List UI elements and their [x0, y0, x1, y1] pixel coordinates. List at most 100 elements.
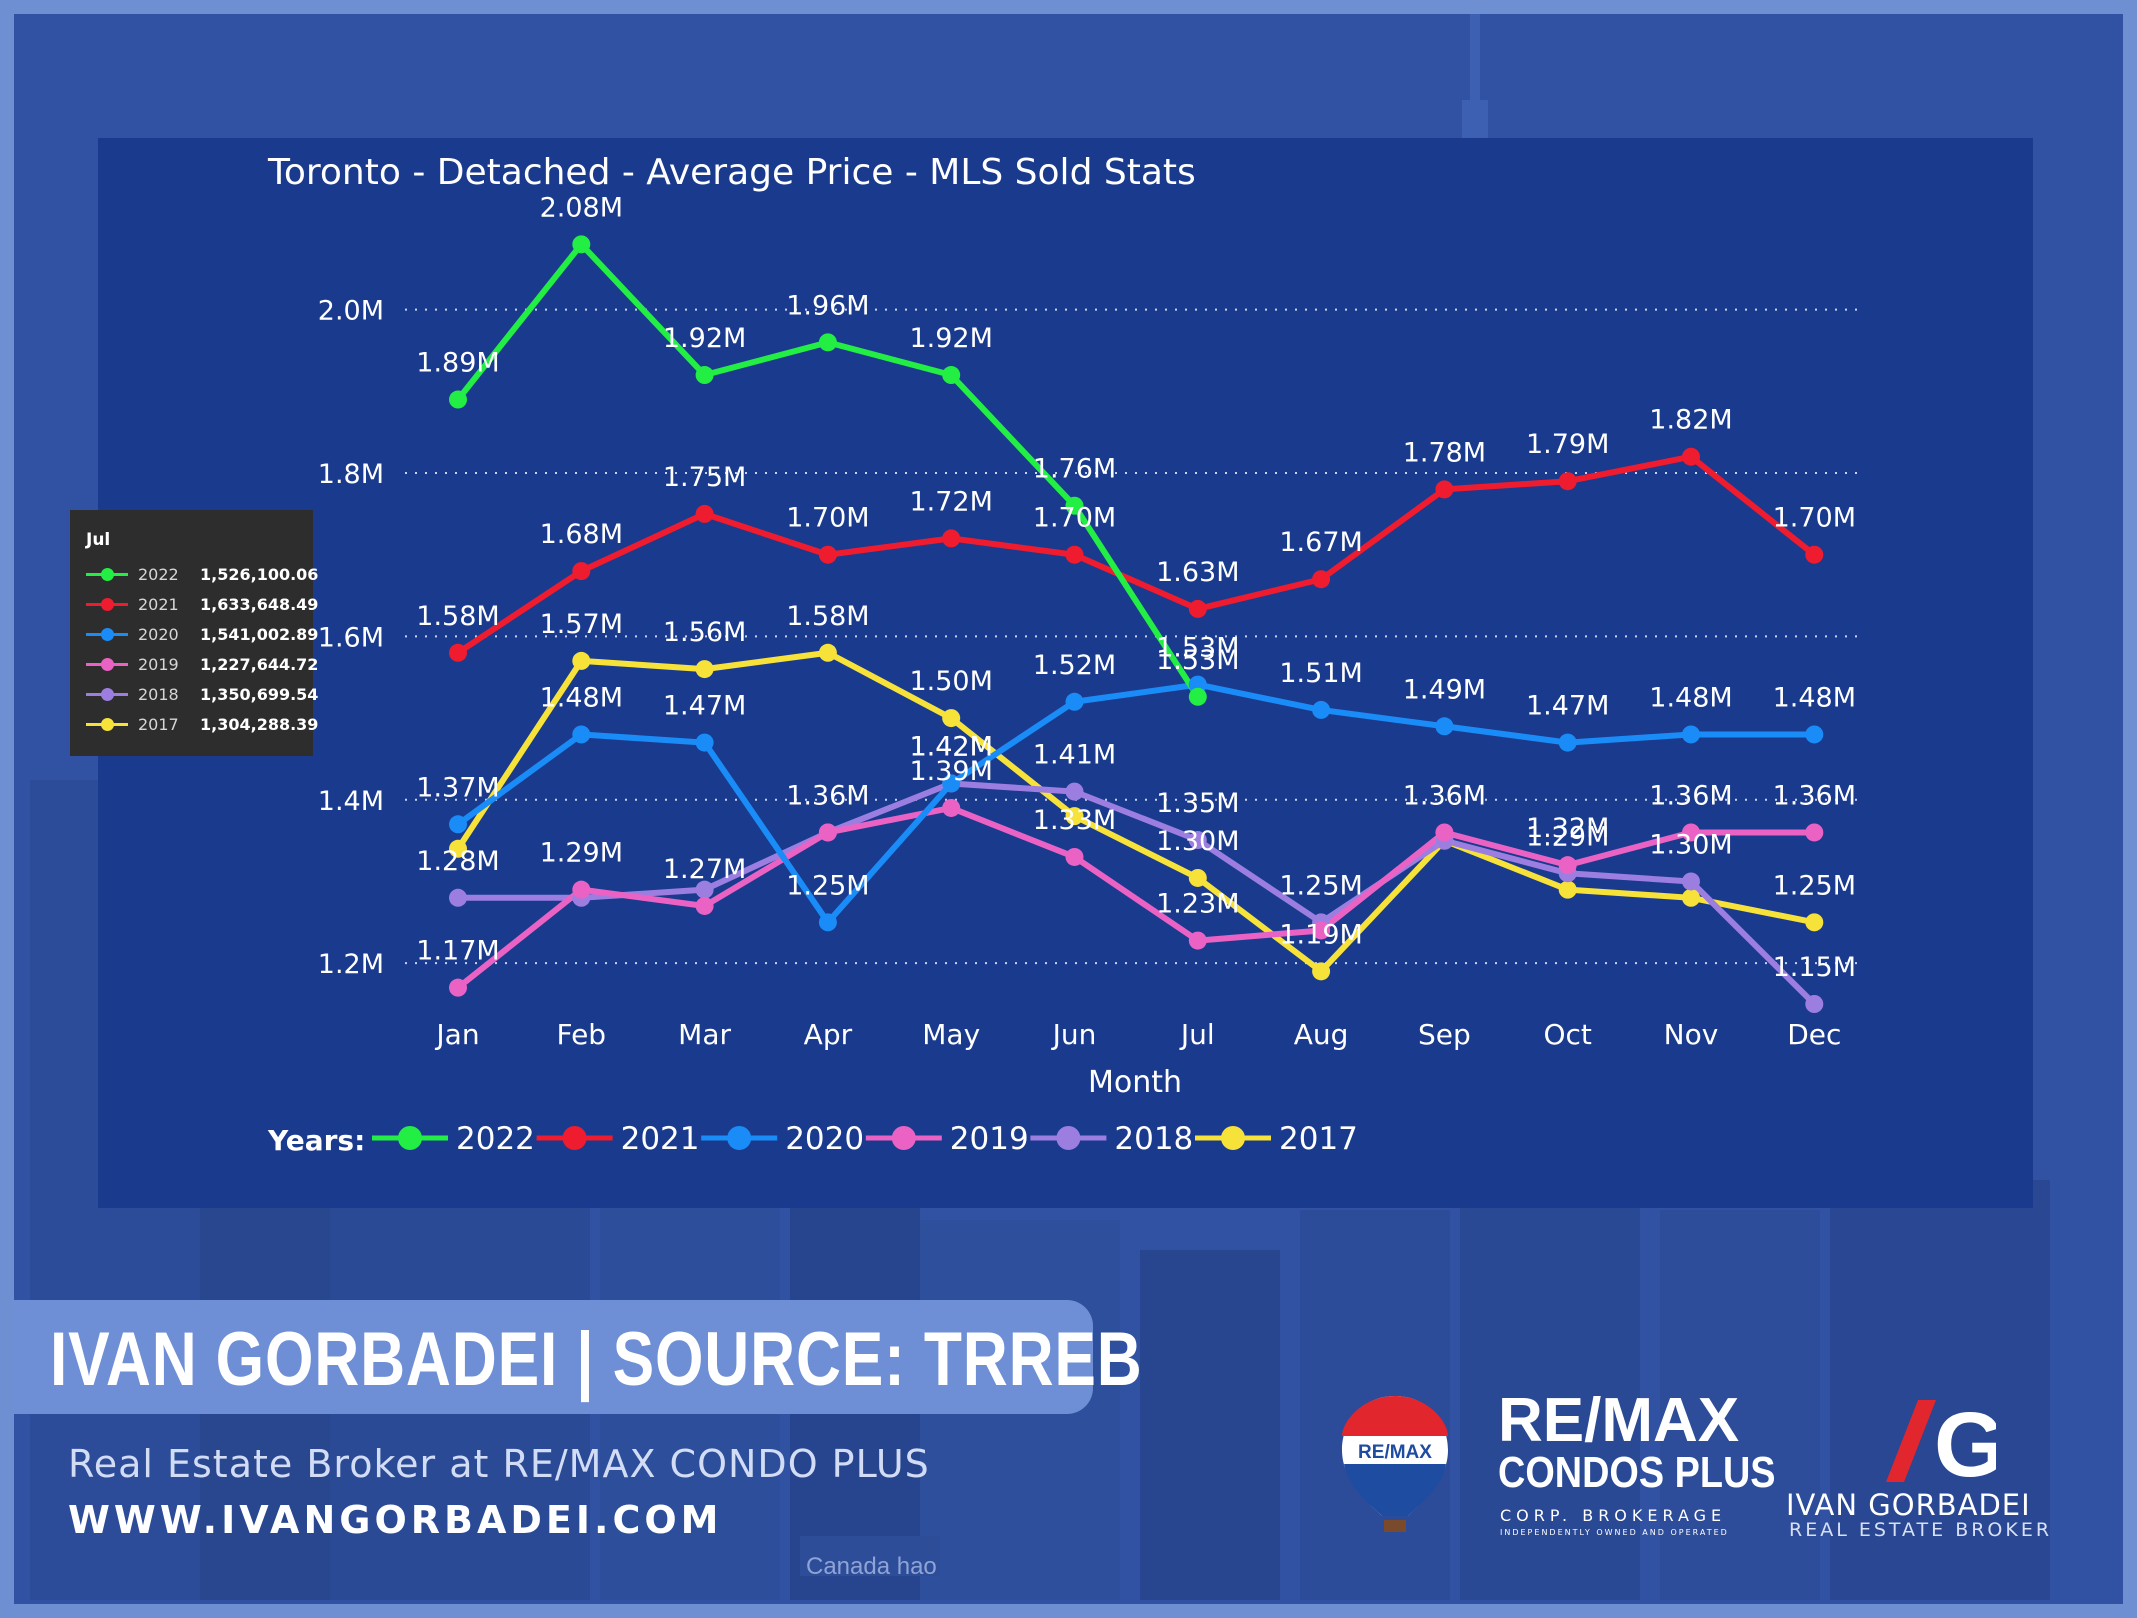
legend-label: 2018 [1114, 1121, 1193, 1157]
data-label-2021: 1.70M [1033, 503, 1116, 534]
series-line-2019 [456, 804, 1815, 991]
tooltip-row-2017: 2017 1,304,288.39 [86, 710, 318, 740]
data-point-2019[interactable] [1435, 823, 1454, 842]
data-point-2018[interactable] [1065, 782, 1084, 801]
legend-label: 2022 [456, 1121, 535, 1157]
data-label-2019: 1.36M [786, 780, 869, 811]
data-point-2017[interactable] [1805, 913, 1824, 932]
data-label-2020: 1.48M [540, 682, 623, 713]
data-point-2018[interactable] [695, 880, 714, 899]
legend-item-2022[interactable]: 2022 [372, 1121, 535, 1157]
data-point-2018[interactable] [1188, 831, 1207, 850]
remax-name: RE/MAX [1498, 1386, 1740, 1455]
data-point-2017[interactable] [1682, 888, 1700, 907]
data-point-2017[interactable] [695, 660, 714, 679]
data-label-2021: 1.68M [540, 519, 623, 550]
legend-label: 2019 [950, 1121, 1029, 1157]
data-point-2018[interactable] [1682, 872, 1700, 891]
data-point-2019[interactable] [1805, 823, 1824, 842]
data-label-2017: 1.19M [1279, 919, 1362, 950]
data-point-2022[interactable] [1065, 496, 1084, 515]
website-link[interactable]: WWW.IVANGORBADEI.COM [68, 1498, 723, 1542]
data-point-2020[interactable] [572, 725, 591, 744]
data-label-2021: 1.72M [909, 486, 992, 517]
data-point-2020[interactable] [1805, 725, 1824, 744]
data-point-2019[interactable] [1065, 847, 1084, 866]
data-point-2022[interactable] [695, 366, 714, 385]
tooltip-swatch [86, 628, 128, 642]
data-point-2021[interactable] [818, 545, 837, 564]
tooltip-year: 2018 [138, 685, 179, 704]
data-point-2021[interactable] [1188, 599, 1207, 618]
data-point-2019[interactable] [572, 880, 591, 899]
data-point-2019[interactable] [1188, 931, 1207, 950]
y-tick-label: 1.6M [318, 622, 384, 653]
data-point-2022[interactable] [818, 333, 837, 352]
data-point-2017[interactable] [942, 709, 961, 728]
series-line-2020 [456, 681, 1815, 926]
legend-item-2021[interactable]: 2021 [536, 1121, 700, 1157]
data-point-2017[interactable] [572, 651, 591, 670]
data-point-2019[interactable] [449, 978, 467, 997]
data-point-2021[interactable] [1558, 472, 1577, 491]
data-point-2021[interactable] [1682, 447, 1700, 466]
tooltip-year: 2020 [138, 625, 179, 644]
y-tick-label: 1.8M [318, 459, 384, 490]
data-point-2022[interactable] [1188, 687, 1207, 706]
data-point-2017[interactable] [1188, 868, 1207, 887]
data-point-2021[interactable] [1312, 570, 1331, 589]
data-point-2019[interactable] [818, 823, 837, 842]
tooltip-year: 2019 [138, 655, 179, 674]
legend-swatch-dot [1221, 1126, 1245, 1150]
data-point-2021[interactable] [449, 643, 467, 662]
data-point-2019[interactable] [695, 896, 714, 915]
legend-swatch-dot [1056, 1126, 1081, 1150]
data-label-2020: 1.47M [1526, 691, 1609, 722]
data-point-2020[interactable] [1065, 692, 1084, 711]
legend-label: 2017 [1279, 1121, 1358, 1157]
data-point-2022[interactable] [942, 366, 961, 385]
data-point-2021[interactable] [1435, 480, 1454, 499]
data-point-2018[interactable] [449, 888, 467, 907]
data-point-2019[interactable] [942, 798, 961, 817]
data-label-2019: 1.33M [1033, 805, 1116, 836]
data-point-2021[interactable] [1065, 545, 1084, 564]
data-point-2017[interactable] [1312, 962, 1331, 981]
data-point-2021[interactable] [572, 562, 591, 581]
data-label-2022: 1.96M [786, 290, 869, 321]
data-point-2021[interactable] [695, 504, 714, 523]
data-point-2020[interactable] [942, 774, 961, 793]
data-point-2019[interactable] [1558, 856, 1577, 875]
data-point-2021[interactable] [1805, 545, 1824, 564]
data-point-2020[interactable] [1558, 733, 1577, 752]
data-point-2017[interactable] [1558, 880, 1577, 899]
legend-item-2017[interactable]: 2017 [1195, 1121, 1358, 1157]
data-point-2018[interactable] [1805, 995, 1824, 1013]
tooltip-value: 1,526,100.06 [200, 565, 319, 584]
data-point-2021[interactable] [942, 529, 961, 548]
data-point-2019[interactable] [1312, 921, 1331, 940]
data-point-2017[interactable] [449, 839, 467, 858]
data-label-2017: 1.58M [786, 601, 869, 632]
x-tick-label: Apr [804, 1018, 853, 1051]
data-point-2017[interactable] [1065, 807, 1084, 826]
data-point-2020[interactable] [1312, 700, 1331, 719]
data-point-2020[interactable] [1435, 717, 1454, 736]
data-label-2018: 1.25M [1279, 870, 1362, 901]
data-point-2019[interactable] [1682, 823, 1700, 842]
data-point-2020[interactable] [449, 815, 467, 834]
data-point-2022[interactable] [572, 235, 591, 254]
legend-item-2020[interactable]: 2020 [701, 1121, 864, 1157]
legend-item-2018[interactable]: 2018 [1030, 1121, 1193, 1157]
data-point-2020[interactable] [695, 733, 714, 752]
tooltip-value: 1,350,699.54 [200, 685, 319, 704]
data-point-2022[interactable] [449, 390, 467, 409]
series-line-2018 [458, 780, 1817, 1007]
legend-label: 2021 [621, 1121, 700, 1157]
legend-item-2019[interactable]: 2019 [865, 1121, 1029, 1157]
data-point-2020[interactable] [1682, 725, 1700, 744]
data-point-2017[interactable] [818, 643, 837, 662]
data-label-2021: 1.63M [1156, 557, 1239, 588]
data-point-2020[interactable] [818, 913, 837, 932]
